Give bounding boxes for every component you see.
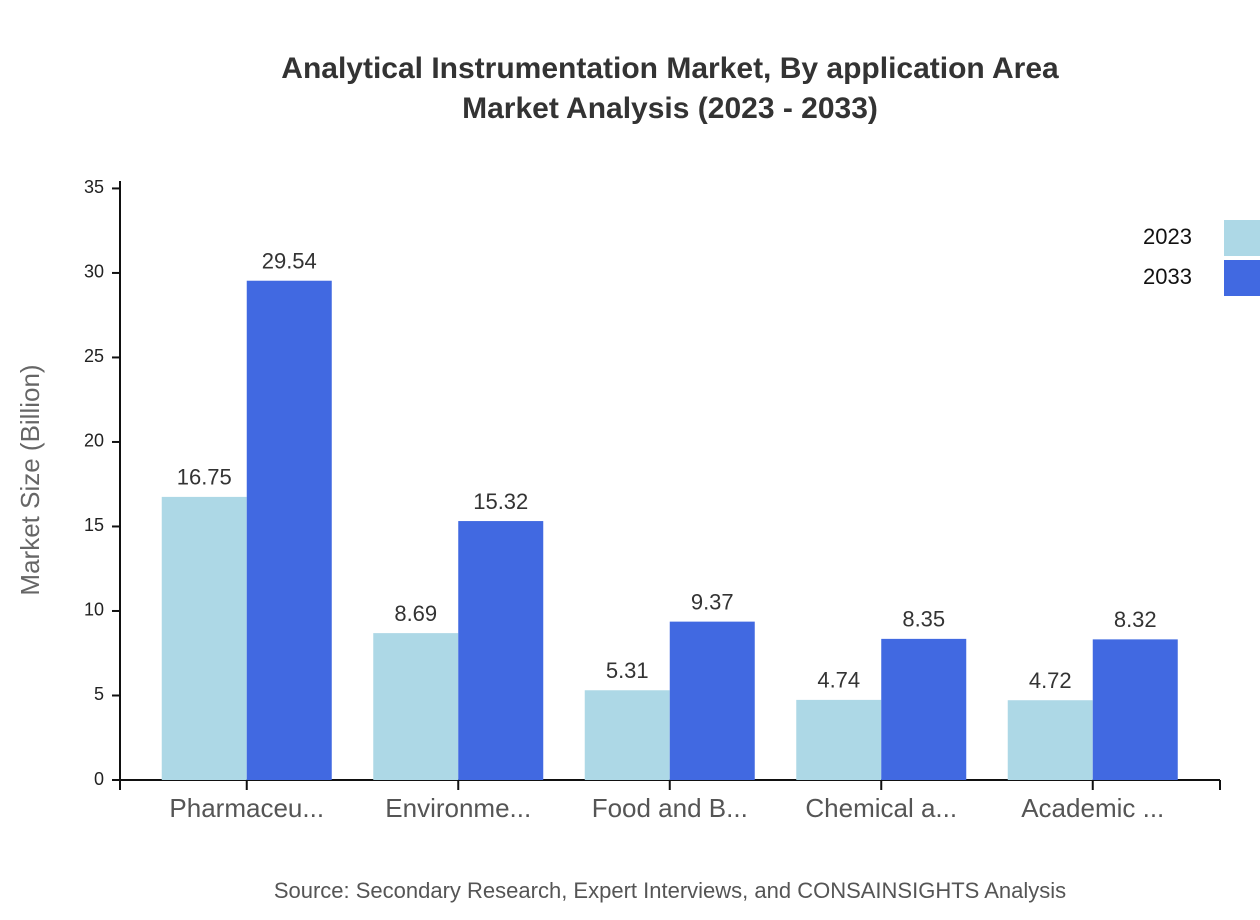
x-tick-label: Academic ... (1021, 793, 1164, 823)
value-label: 16.75 (177, 465, 232, 490)
bar (246, 280, 332, 780)
legend-label: 2023 (1143, 224, 1192, 249)
value-label: 4.72 (1029, 668, 1072, 693)
source-note: Source: Secondary Research, Expert Inter… (274, 878, 1066, 903)
y-tick-label: 25 (84, 346, 104, 366)
value-label: 9.37 (691, 589, 734, 614)
bar (584, 690, 670, 780)
y-tick-label: 20 (84, 431, 104, 451)
bar (458, 521, 544, 780)
value-label: 29.54 (262, 249, 317, 274)
legend-swatch (1224, 260, 1260, 296)
bar (1092, 639, 1178, 780)
x-tick-label: Pharmaceu... (169, 793, 324, 823)
value-label: 8.69 (394, 601, 437, 626)
value-label: 4.74 (817, 668, 860, 693)
value-label: 8.35 (902, 607, 945, 632)
bar (796, 699, 882, 780)
bar (1007, 700, 1093, 780)
chart-subtitle: Market Analysis (2023 - 2033) (462, 92, 878, 125)
value-label: 5.31 (606, 658, 649, 683)
bar (373, 633, 459, 780)
y-axis-title: Market Size (Billion) (15, 364, 45, 595)
legend-swatch (1224, 220, 1260, 256)
value-label: 15.32 (473, 489, 528, 514)
y-tick-label: 30 (84, 262, 104, 282)
y-tick-label: 35 (84, 177, 104, 197)
y-tick-label: 5 (94, 684, 104, 704)
x-tick-label: Chemical a... (805, 793, 957, 823)
y-tick-label: 10 (84, 600, 104, 620)
y-tick-label: 0 (94, 769, 104, 789)
legend-label: 2033 (1143, 264, 1192, 289)
bar (881, 638, 967, 780)
bar (669, 621, 755, 780)
x-tick-label: Environme... (385, 793, 531, 823)
y-tick-label: 15 (84, 515, 104, 535)
chart-title: Analytical Instrumentation Market, By ap… (281, 52, 1059, 85)
value-label: 8.32 (1114, 607, 1157, 632)
x-tick-label: Food and B... (592, 793, 748, 823)
bar (161, 496, 247, 780)
